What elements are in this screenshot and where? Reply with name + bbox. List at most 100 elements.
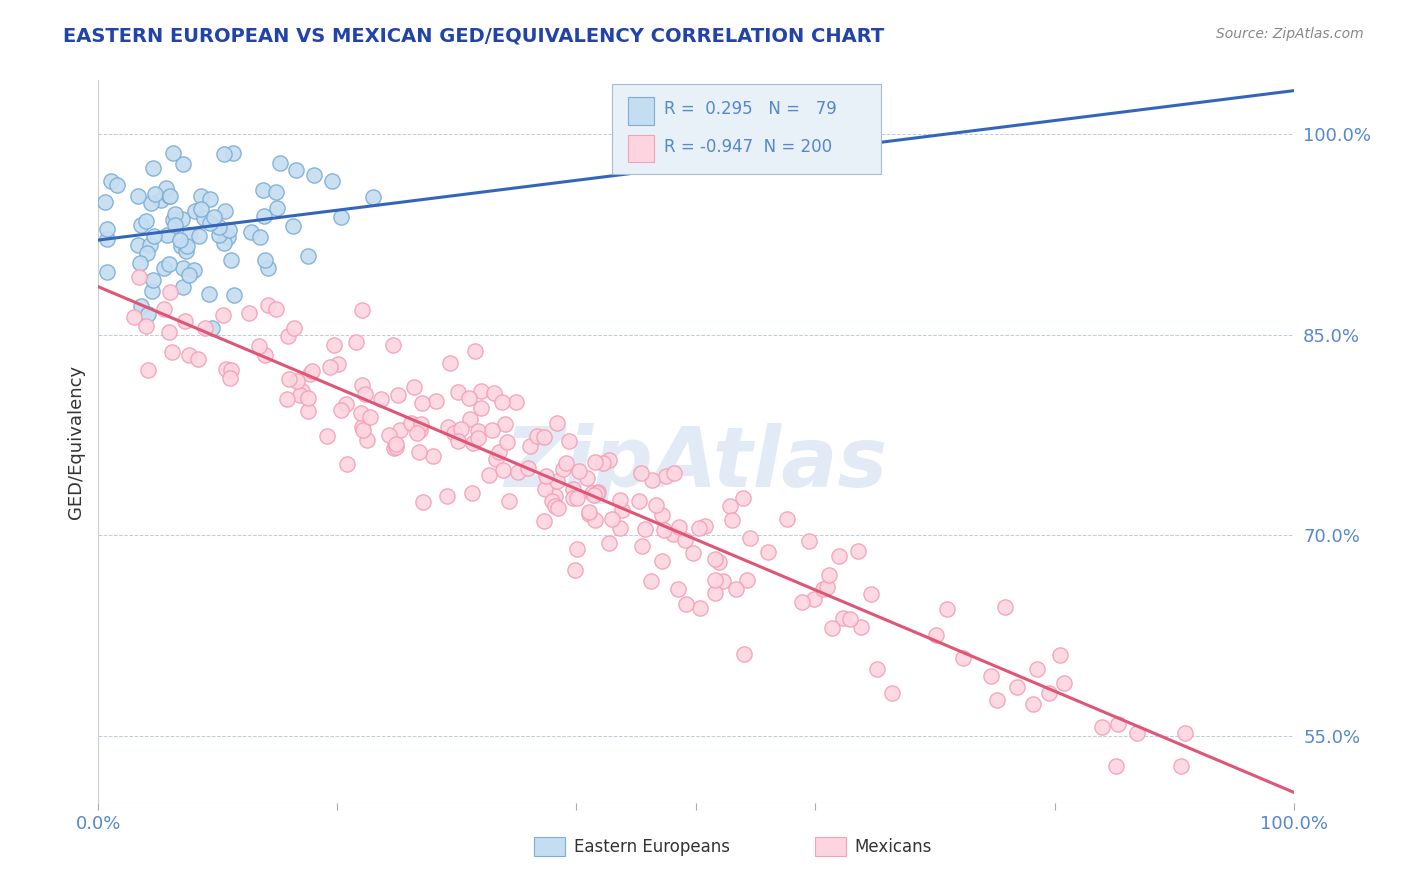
Point [135, 214, 157, 228]
Point [141, 284, 163, 298]
Point [409, 423, 432, 437]
Point [543, 500, 565, 514]
Point [411, 396, 433, 410]
Point [156, 227, 179, 242]
Text: Eastern Europeans: Eastern Europeans [574, 838, 730, 855]
Point [138, 307, 160, 321]
Point [1038, 686, 1060, 700]
Point [238, 306, 260, 320]
Point [127, 238, 149, 252]
Point [381, 338, 404, 352]
Point [173, 313, 195, 327]
Point [724, 582, 747, 596]
Point [555, 456, 578, 470]
Point [149, 193, 172, 207]
Point [215, 361, 238, 376]
Point [190, 202, 212, 216]
Point [152, 301, 174, 316]
Point [534, 469, 557, 483]
Point [219, 253, 242, 268]
Point [1025, 662, 1047, 676]
Point [630, 466, 652, 480]
Point [693, 519, 716, 533]
Point [598, 452, 620, 467]
Point [153, 260, 176, 275]
Point [450, 422, 472, 436]
Point [172, 280, 194, 294]
Point [257, 298, 280, 312]
Point [291, 384, 314, 399]
Point [583, 513, 606, 527]
Point [628, 494, 651, 508]
Point [277, 329, 299, 343]
Point [467, 431, 489, 445]
Point [221, 146, 243, 161]
Point [600, 512, 623, 526]
Point [775, 511, 797, 525]
Point [254, 349, 277, 363]
Point [832, 611, 855, 625]
Point [157, 189, 180, 203]
Text: Mexicans: Mexicans [855, 838, 932, 855]
Point [105, 178, 128, 192]
Point [447, 434, 470, 448]
Point [382, 442, 405, 456]
Point [162, 213, 184, 227]
Y-axis label: GED/Equivalency: GED/Equivalency [66, 365, 84, 518]
Point [169, 233, 191, 247]
Point [179, 348, 201, 362]
Point [482, 385, 505, 400]
Point [297, 404, 319, 418]
Point [711, 574, 734, 588]
Point [352, 423, 374, 437]
Point [815, 580, 838, 594]
Point [218, 370, 240, 384]
Point [564, 563, 586, 577]
Point [463, 435, 485, 450]
Point [1022, 697, 1045, 711]
Point [640, 574, 662, 588]
Point [370, 392, 392, 407]
Point [283, 219, 305, 234]
Point [1107, 717, 1129, 731]
Point [517, 461, 540, 475]
Point [721, 513, 744, 527]
Point [488, 444, 510, 458]
Point [353, 386, 375, 401]
Point [252, 183, 274, 197]
Point [575, 471, 598, 485]
Point [142, 161, 165, 175]
Point [704, 552, 727, 566]
Point [165, 218, 187, 232]
Point [385, 440, 408, 454]
Point [299, 367, 322, 381]
Point [583, 455, 606, 469]
Point [378, 427, 401, 442]
Point [322, 337, 344, 351]
Point [315, 429, 337, 443]
Point [183, 262, 205, 277]
Point [935, 602, 957, 616]
Point [408, 444, 430, 458]
Point [540, 493, 562, 508]
Point [401, 416, 423, 430]
Point [526, 428, 548, 442]
Point [447, 384, 470, 399]
Point [208, 228, 231, 243]
Point [142, 228, 165, 243]
Point [827, 549, 849, 563]
Point [994, 599, 1017, 614]
Point [352, 303, 374, 318]
Point [100, 174, 122, 188]
Point [385, 437, 408, 451]
Point [135, 319, 157, 334]
Point [735, 573, 758, 587]
Point [821, 621, 844, 635]
Text: Source: ZipAtlas.com: Source: ZipAtlas.com [1216, 27, 1364, 41]
Point [297, 392, 319, 406]
Point [1049, 648, 1071, 663]
Point [264, 302, 287, 317]
Point [198, 286, 221, 301]
Text: ZipAtlas: ZipAtlas [505, 423, 887, 504]
Point [859, 587, 882, 601]
